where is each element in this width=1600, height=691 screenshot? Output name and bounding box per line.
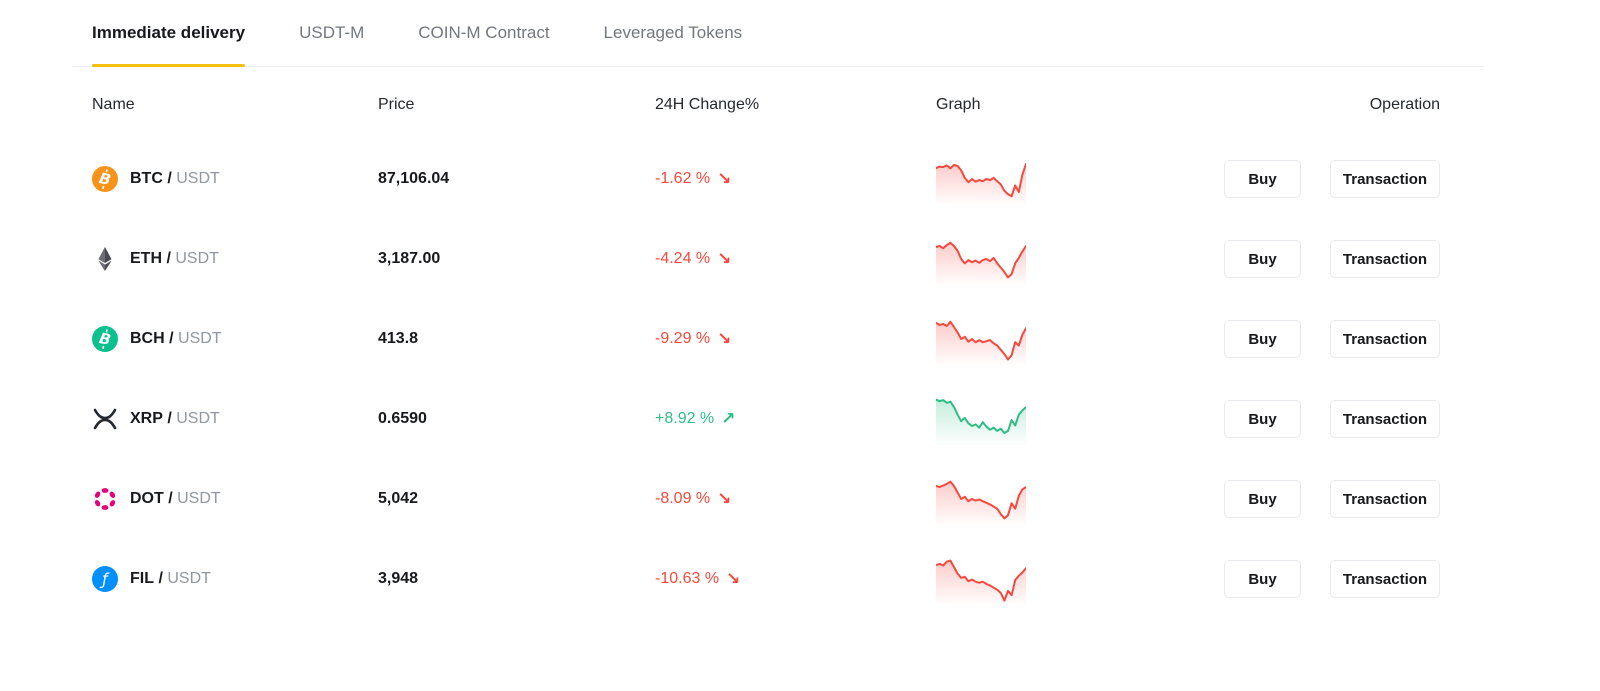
column-header-operation: Operation (1369, 96, 1440, 113)
operation-cell: Buy Transaction (1219, 400, 1440, 438)
buy-button[interactable]: Buy (1224, 320, 1301, 358)
pair-quote: USDT (177, 490, 221, 507)
buy-button[interactable]: Buy (1224, 400, 1301, 438)
tab-usdt-m[interactable]: USDT-M (299, 23, 365, 42)
dot-icon (92, 486, 118, 512)
pair-base: XRP (130, 410, 163, 427)
operation-cell: Buy Transaction (1219, 320, 1440, 358)
buy-button[interactable]: Buy (1224, 560, 1301, 598)
column-header-price: Price (378, 96, 415, 113)
sparkline-chart (936, 472, 1219, 526)
change-cell: -1.62 % ↘ (655, 169, 936, 189)
pair-quote: USDT (176, 170, 220, 187)
tabs-bar: Immediate delivery USDT-M COIN-M Contract L… (72, 0, 1484, 67)
pair-base: FIL (130, 570, 154, 587)
change-cell: -9.29 % ↘ (655, 329, 936, 349)
btc-icon: B (92, 166, 118, 192)
transaction-button[interactable]: Transaction (1330, 480, 1440, 518)
xrp-icon (92, 406, 118, 432)
change-value: +8.92 % (655, 410, 715, 427)
change-cell: -10.63 % ↘ (655, 569, 936, 589)
svg-text:ƒ: ƒ (99, 570, 110, 589)
price-cell: 413.8 (378, 330, 419, 347)
operation-cell: Buy Transaction (1219, 160, 1440, 198)
pair-base: DOT (130, 490, 164, 507)
trend-arrow-icon: ↘ (726, 569, 741, 588)
change-cell: -4.24 % ↘ (655, 249, 936, 269)
price-cell: 0.6590 (378, 410, 427, 427)
table-row: ƒ FIL / USDT 3,948 -10.63 % ↘ Buy Transa… (72, 539, 1484, 619)
market-panel: Immediate delivery USDT-M COIN-M Contract L… (72, 0, 1484, 619)
transaction-button[interactable]: Transaction (1330, 320, 1440, 358)
pair-base: ETH (130, 250, 162, 267)
change-value: -8.09 % (655, 490, 711, 507)
operation-cell: Buy Transaction (1219, 240, 1440, 278)
operation-cell: Buy Transaction (1219, 480, 1440, 518)
tab-leveraged-tokens[interactable]: Leveraged Tokens (603, 23, 743, 42)
pair-quote: USDT (178, 330, 222, 347)
table-row: XRP / USDT 0.6590 +8.92 % ↗ Buy Transact… (72, 379, 1484, 459)
trend-arrow-icon: ↘ (717, 249, 732, 268)
buy-button[interactable]: Buy (1224, 160, 1301, 198)
transaction-button[interactable]: Transaction (1330, 240, 1440, 278)
pair-cell: DOT / USDT (92, 486, 378, 512)
sparkline-chart (936, 232, 1219, 286)
table-body: B BTC / USDT 87,106.04 -1.62 % ↘ Buy Tra… (72, 139, 1484, 619)
table-row: B BCH / USDT 413.8 -9.29 % ↘ Buy Transac… (72, 299, 1484, 379)
transaction-button[interactable]: Transaction (1330, 160, 1440, 198)
change-cell: -8.09 % ↘ (655, 489, 936, 509)
change-cell: +8.92 % ↗ (655, 409, 936, 429)
trend-arrow-icon: ↘ (717, 329, 732, 348)
buy-button[interactable]: Buy (1224, 480, 1301, 518)
sparkline-chart (936, 392, 1219, 446)
transaction-button[interactable]: Transaction (1330, 560, 1440, 598)
pair-cell: B BTC / USDT (92, 166, 378, 192)
tab-coin-m-contract[interactable]: COIN-M Contract (418, 23, 550, 42)
operation-cell: Buy Transaction (1219, 560, 1440, 598)
trend-arrow-icon: ↗ (721, 409, 736, 428)
column-header-change: 24H Change% (655, 96, 760, 113)
change-value: -4.24 % (655, 250, 711, 267)
sparkline-chart (936, 312, 1219, 366)
fil-icon: ƒ (92, 566, 118, 592)
pair-base: BTC (130, 170, 163, 187)
pair-quote: USDT (167, 570, 211, 587)
pair-cell: ƒ FIL / USDT (92, 566, 378, 592)
buy-button[interactable]: Buy (1224, 240, 1301, 278)
svg-text:B: B (98, 169, 113, 189)
tab-immediate-delivery[interactable]: Immediate delivery (92, 0, 246, 67)
trend-arrow-icon: ↘ (717, 489, 732, 508)
table-row: DOT / USDT 5,042 -8.09 % ↘ Buy Transacti… (72, 459, 1484, 539)
eth-icon (92, 246, 118, 272)
change-value: -9.29 % (655, 330, 711, 347)
sparkline-chart (936, 552, 1219, 606)
table-row: ETH / USDT 3,187.00 -4.24 % ↘ Buy Transa… (72, 219, 1484, 299)
price-cell: 3,187.00 (378, 250, 441, 267)
pair-cell: ETH / USDT (92, 246, 378, 272)
change-value: -1.62 % (655, 170, 711, 187)
sparkline-chart (936, 152, 1219, 206)
column-header-name: Name (92, 96, 135, 113)
price-cell: 87,106.04 (378, 170, 450, 187)
trend-arrow-icon: ↘ (717, 169, 732, 188)
table-header-row: Name Price 24H Change% Graph Operation (72, 67, 1484, 139)
pair-base: BCH (130, 330, 165, 347)
price-cell: 5,042 (378, 490, 419, 507)
price-cell: 3,948 (378, 570, 419, 587)
column-header-graph: Graph (936, 96, 981, 113)
table-row: B BTC / USDT 87,106.04 -1.62 % ↘ Buy Tra… (72, 139, 1484, 219)
change-value: -10.63 % (655, 570, 720, 587)
pair-quote: USDT (176, 410, 220, 427)
bch-icon: B (92, 326, 118, 352)
pair-cell: B BCH / USDT (92, 326, 378, 352)
transaction-button[interactable]: Transaction (1330, 400, 1440, 438)
pair-cell: XRP / USDT (92, 406, 378, 432)
pair-quote: USDT (175, 250, 219, 267)
svg-text:B: B (98, 329, 113, 349)
